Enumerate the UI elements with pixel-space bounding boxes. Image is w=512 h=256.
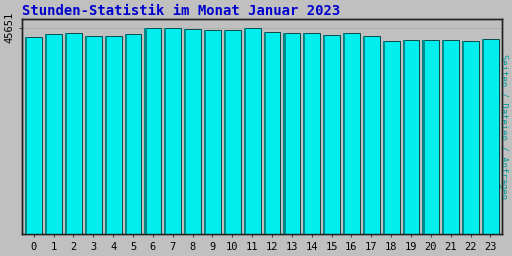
Bar (442, 40, 459, 234)
Bar (65, 33, 67, 234)
Bar (184, 29, 201, 234)
Y-axis label: Seiten / Dateien / Anfragen: Seiten / Dateien / Anfragen (499, 54, 508, 199)
Bar (85, 36, 102, 234)
Bar (184, 29, 186, 234)
Bar (204, 30, 206, 234)
Bar (124, 34, 141, 234)
Bar (164, 28, 181, 234)
Bar (104, 36, 121, 234)
Bar (323, 35, 325, 234)
Bar (164, 28, 166, 234)
Bar (323, 35, 340, 234)
Bar (25, 37, 28, 234)
Bar (442, 40, 444, 234)
Bar (283, 33, 286, 234)
Bar (303, 33, 306, 234)
Bar (85, 36, 87, 234)
Bar (482, 39, 484, 234)
Bar (422, 40, 439, 234)
Text: Stunden-Statistik im Monat Januar 2023: Stunden-Statistik im Monat Januar 2023 (22, 4, 340, 18)
Bar (343, 33, 360, 234)
Bar (363, 36, 380, 234)
Bar (422, 40, 424, 234)
Bar (343, 33, 345, 234)
Bar (224, 30, 226, 234)
Bar (402, 40, 404, 234)
Bar (244, 28, 246, 234)
Bar (45, 34, 62, 234)
Bar (204, 30, 221, 234)
Bar (144, 28, 146, 234)
Bar (264, 32, 281, 234)
Bar (124, 34, 127, 234)
Bar (482, 39, 499, 234)
Bar (402, 40, 419, 234)
Bar (462, 41, 464, 234)
Bar (382, 41, 399, 234)
Bar (244, 28, 261, 234)
Bar (303, 33, 320, 234)
Bar (264, 32, 266, 234)
Bar (224, 30, 241, 234)
Bar (25, 37, 42, 234)
Bar (462, 41, 479, 234)
Bar (382, 41, 385, 234)
Bar (65, 33, 82, 234)
Bar (144, 28, 161, 234)
Bar (363, 36, 365, 234)
Bar (104, 36, 107, 234)
Bar (283, 33, 300, 234)
Bar (45, 34, 47, 234)
